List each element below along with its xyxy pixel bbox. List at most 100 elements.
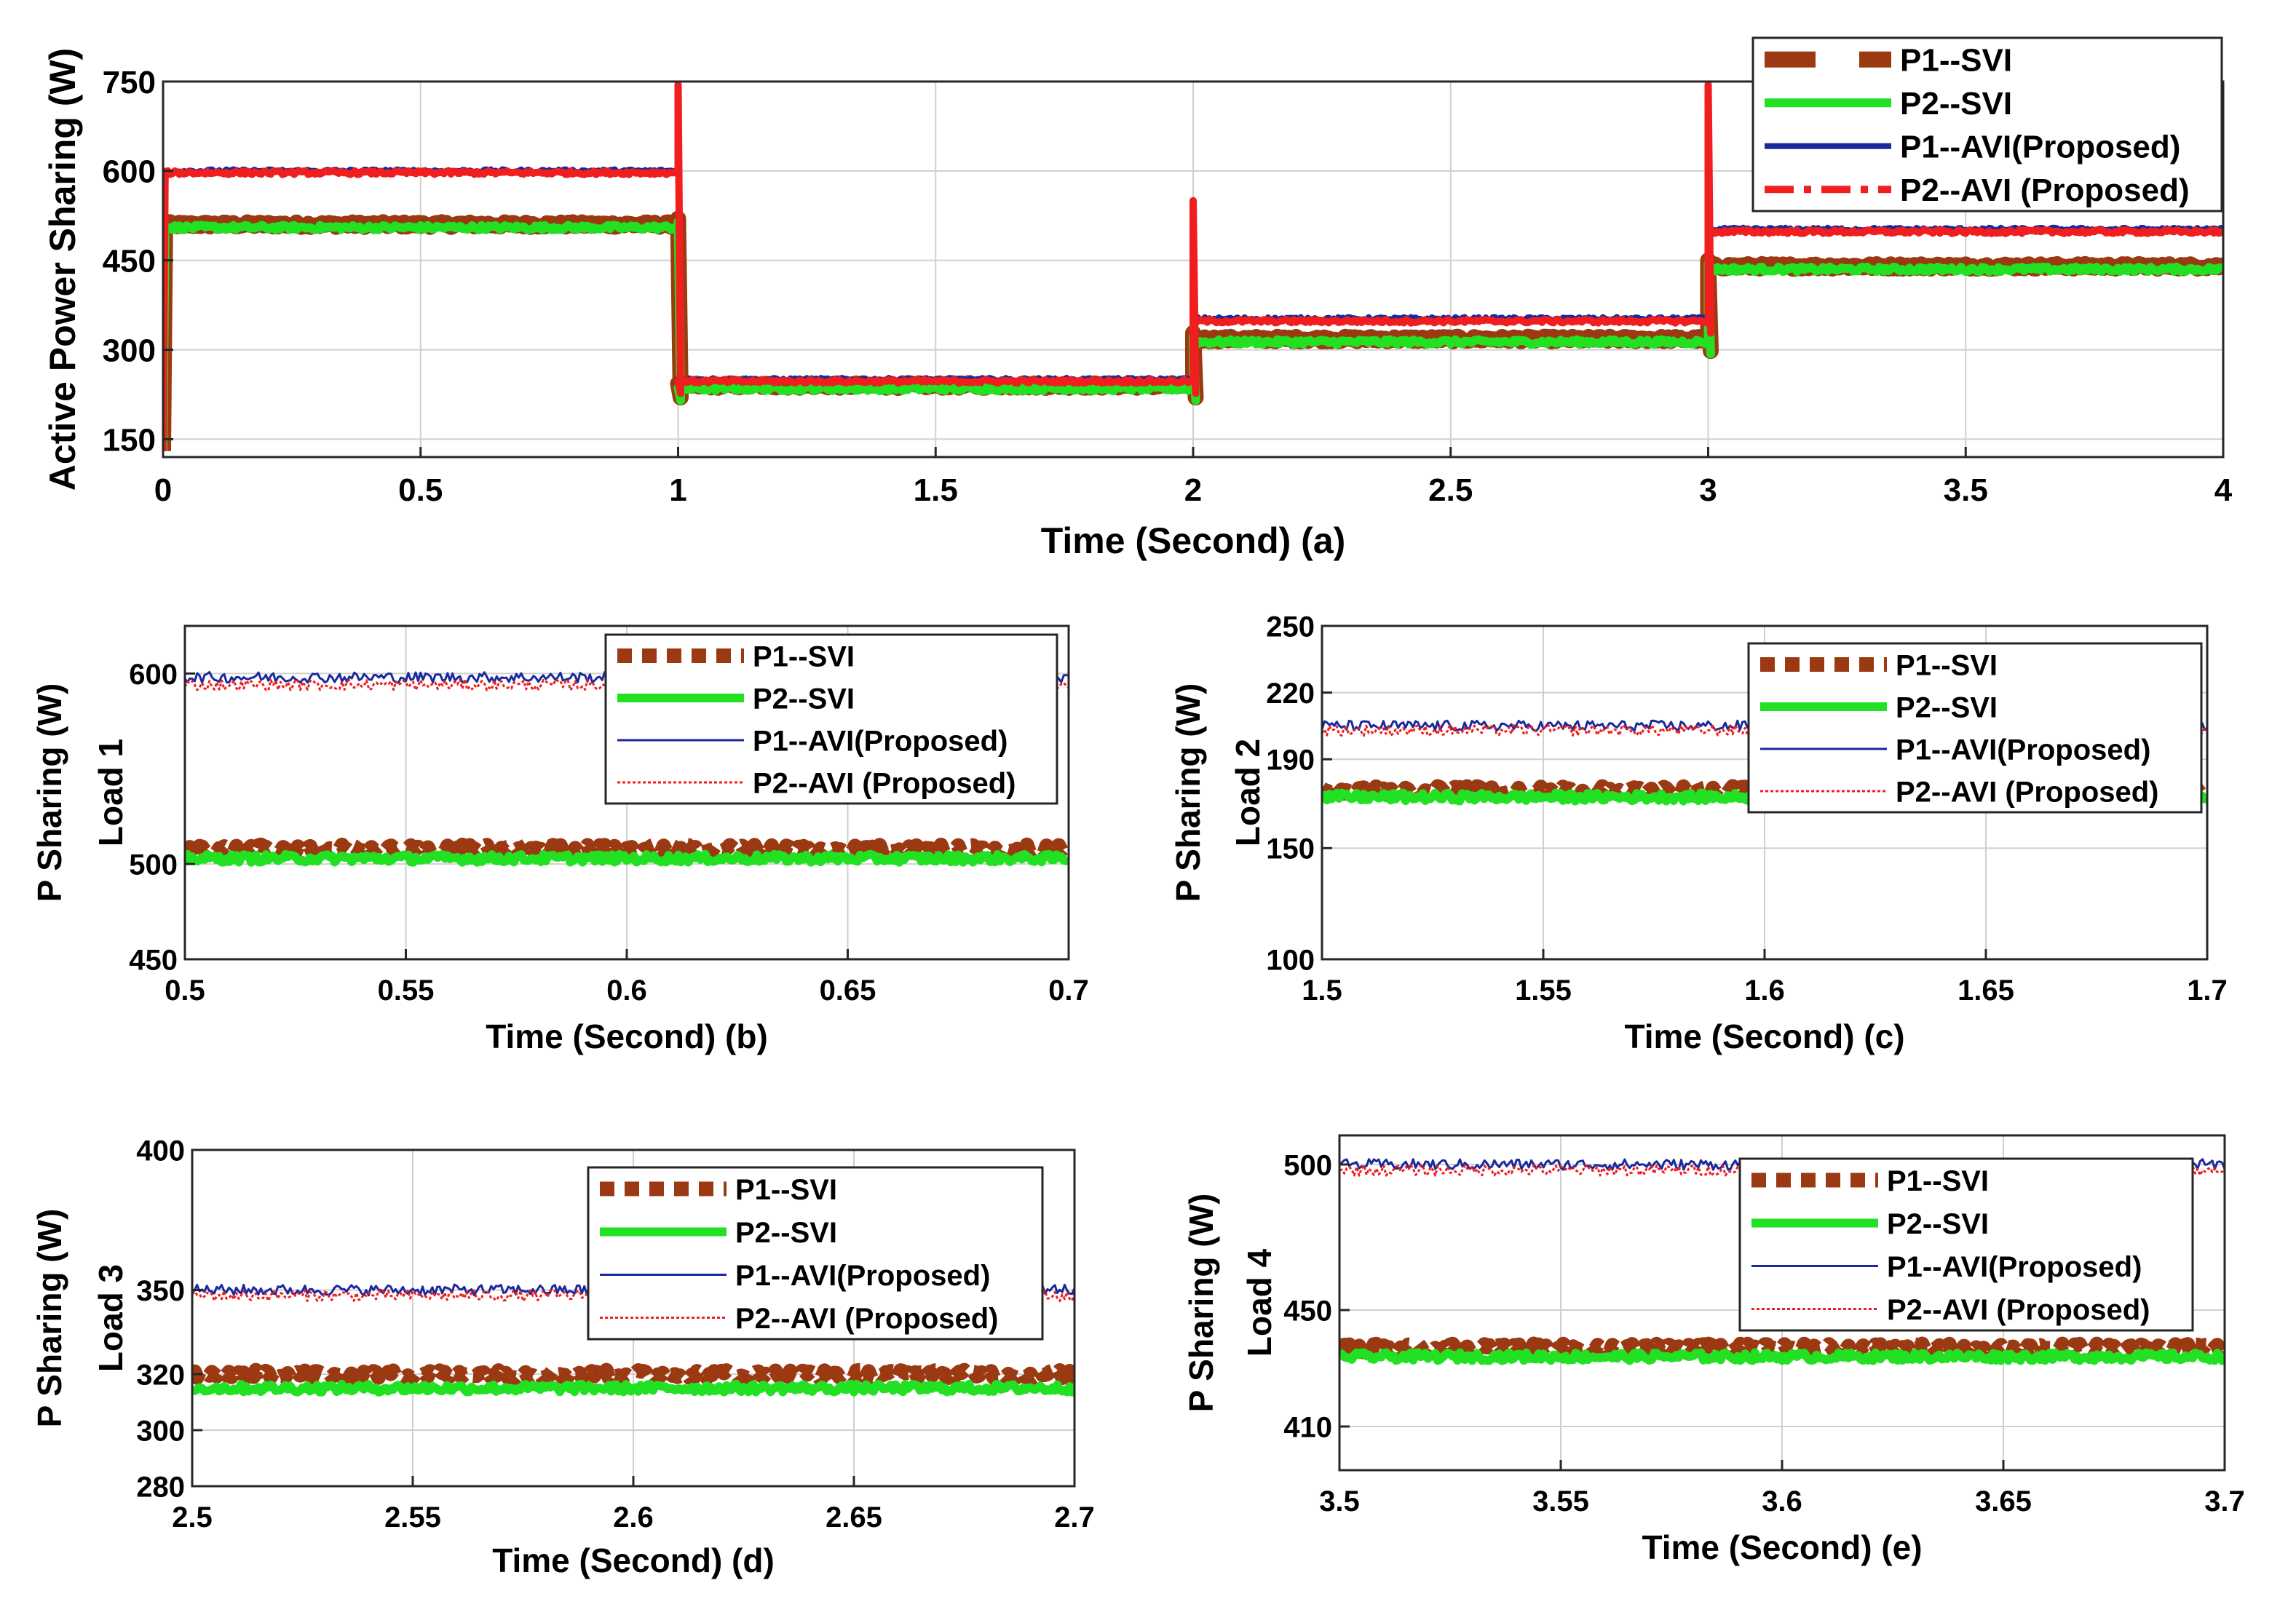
- x-tick-label: 3: [1699, 472, 1717, 508]
- y-tick-label: 400: [136, 1135, 185, 1167]
- legend: P1--SVI P2--SVI P1--AVI(Proposed) P2--AVI (…: [1751, 36, 2223, 213]
- x-tick-label: 2.6: [613, 1501, 654, 1533]
- y-axis-label: Active Power Sharing (W): [42, 48, 83, 491]
- legend-label: P2--SVI: [1896, 691, 1998, 723]
- y-tick-label: 150: [1266, 833, 1315, 865]
- x-tick-label: 2.7: [1054, 1501, 1095, 1533]
- x-tick-label: 2.65: [826, 1501, 882, 1533]
- chart-e: 3.5 3.55 3.6 3.65 3.7 410 450 500 Time (Second) …: [1182, 1134, 2245, 1566]
- y-tick-label: 450: [103, 244, 156, 279]
- legend-box: [1751, 36, 2223, 213]
- legend-label: P1--SVI: [735, 1174, 837, 1206]
- legend-label: P1--SVI: [1900, 43, 2012, 79]
- x-tick-label: 3.65: [1975, 1485, 2032, 1517]
- legend-label: P2--AVI (Proposed): [1887, 1294, 2150, 1326]
- x-tick-label: 1.5: [1302, 975, 1342, 1007]
- x-tick-label: 1: [669, 472, 686, 508]
- y-tick-label: 190: [1266, 745, 1315, 777]
- x-tick-label: 2.5: [1428, 472, 1473, 508]
- y-axis-label-load: Load 2: [1229, 739, 1267, 846]
- legend: P1--SVI P2--SVI P1--AVI(Proposed) P2--AVI (…: [1747, 642, 2203, 814]
- y-axis-label-load: Load 4: [1240, 1248, 1278, 1357]
- y-tick-label: 500: [129, 849, 178, 881]
- y-tick-label: 500: [1283, 1149, 1332, 1181]
- y-tick-label: 450: [129, 944, 178, 976]
- series-line-p1-svi: [1339, 1336, 2225, 1360]
- legend-label: P2--SVI: [1887, 1208, 1989, 1240]
- chart-d: 2.5 2.55 2.6 2.65 2.7 280 300 320 350 400 Time (Se…: [31, 1135, 1095, 1579]
- x-tick-label: 3.5: [1319, 1485, 1360, 1517]
- legend-label: P1--SVI: [1896, 649, 1998, 681]
- legend-label: P2--AVI (Proposed): [753, 767, 1016, 799]
- x-axis-label: Time (Second) (c): [1624, 1017, 1904, 1055]
- legend: P1--SVI P2--SVI P1--AVI(Proposed) P2--AVI (…: [587, 1166, 1044, 1341]
- y-axis-label: P Sharing (W): [31, 683, 68, 902]
- legend-label: P2--SVI: [735, 1217, 837, 1249]
- legend: P1--SVI P2--SVI P1--AVI(Proposed) P2--AVI (…: [604, 633, 1058, 805]
- x-tick-label: 1.6: [1744, 975, 1785, 1007]
- chart-b: 0.5 0.55 0.6 0.65 0.7 450 500 600 Time (Second) …: [31, 624, 1089, 1055]
- x-tick-label: 3.7: [2204, 1485, 2245, 1517]
- x-tick-label: 2.5: [172, 1501, 213, 1533]
- y-tick-label: 600: [103, 154, 156, 190]
- series-line-p1-svi: [185, 837, 1069, 860]
- x-tick-label: 0.65: [820, 975, 876, 1007]
- y-tick-label: 220: [1266, 678, 1315, 710]
- legend-label: P1--SVI: [1887, 1165, 1989, 1197]
- y-tick-label: 150: [103, 422, 156, 458]
- legend-label: P2--SVI: [753, 683, 855, 715]
- legend-label: P2--SVI: [1900, 86, 2012, 122]
- x-tick-label: 2.55: [384, 1501, 441, 1533]
- x-tick-label: 1.7: [2187, 975, 2228, 1007]
- x-axis-label: Time (Second) (d): [492, 1541, 775, 1579]
- x-axis-label: Time (Second) (a): [1041, 520, 1346, 561]
- series-line-p2-svi: [185, 849, 1069, 867]
- legend-label: P1--AVI(Proposed): [735, 1260, 990, 1292]
- series-line-p1-svi: [192, 1362, 1074, 1386]
- y-tick-label: 350: [136, 1275, 185, 1307]
- x-tick-label: 1.65: [1957, 975, 2014, 1007]
- y-tick-label: 320: [136, 1359, 185, 1391]
- x-tick-label: 0.6: [606, 975, 647, 1007]
- x-tick-label: 0.5: [165, 975, 205, 1007]
- y-axis-label: P Sharing (W): [31, 1209, 68, 1428]
- y-axis-label-load: Load 3: [92, 1264, 130, 1372]
- x-tick-label: 0.5: [398, 472, 443, 508]
- y-tick-label: 280: [136, 1471, 185, 1503]
- legend-label: P1--SVI: [753, 640, 855, 672]
- x-tick-label: 0: [154, 472, 172, 508]
- x-axis-label: Time (Second) (b): [486, 1017, 768, 1055]
- legend-label: P2--AVI (Proposed): [1896, 776, 2159, 808]
- y-axis-label-load: Load 1: [92, 739, 130, 846]
- x-tick-label: 0.7: [1048, 975, 1089, 1007]
- legend: P1--SVI P2--SVI P1--AVI(Proposed) P2--AVI (…: [1738, 1157, 2194, 1332]
- legend-label: P1--AVI(Proposed): [1900, 130, 2180, 165]
- x-tick-label: 3.55: [1532, 1485, 1589, 1517]
- x-tick-label: 1.55: [1515, 975, 1572, 1007]
- series-line-p2-svi: [192, 1379, 1074, 1397]
- chart-c: 1.5 1.55 1.6 1.65 1.7 100 150 190 220 250 Time (Se…: [1169, 611, 2228, 1055]
- x-axis-label: Time (Second) (e): [1642, 1528, 1922, 1566]
- y-tick-label: 410: [1283, 1411, 1332, 1443]
- y-tick-label: 450: [1283, 1295, 1332, 1327]
- y-tick-label: 300: [136, 1415, 185, 1447]
- y-tick-label: 100: [1266, 944, 1315, 976]
- x-tick-label: 1.5: [914, 472, 958, 508]
- legend-label: P1--AVI(Proposed): [1896, 734, 2150, 766]
- y-tick-label: 300: [103, 333, 156, 368]
- y-tick-label: 750: [103, 65, 156, 100]
- legend-label: P2--AVI (Proposed): [735, 1303, 999, 1335]
- series-group: [163, 82, 2223, 451]
- series-line-p2-svi: [1339, 1348, 2225, 1365]
- legend-label: P1--AVI(Proposed): [753, 725, 1008, 757]
- y-axis-label: P Sharing (W): [1169, 683, 1207, 902]
- y-tick-label: 250: [1266, 611, 1315, 643]
- x-tick-label: 3.6: [1762, 1485, 1802, 1517]
- y-axis-label: P Sharing (W): [1182, 1194, 1220, 1413]
- y-tick-label: 600: [129, 659, 178, 691]
- series-line-p2-avi-proposed-: [163, 82, 2223, 451]
- legend-label: P1--AVI(Proposed): [1887, 1251, 2142, 1283]
- legend-label: P2--AVI (Proposed): [1900, 172, 2190, 208]
- chart-a: 0 0.5 1 1.5 2 2.5 3 3.5 4 150 300 450 600 750 Time (Se…: [42, 36, 2233, 561]
- x-tick-label: 0.55: [378, 975, 435, 1007]
